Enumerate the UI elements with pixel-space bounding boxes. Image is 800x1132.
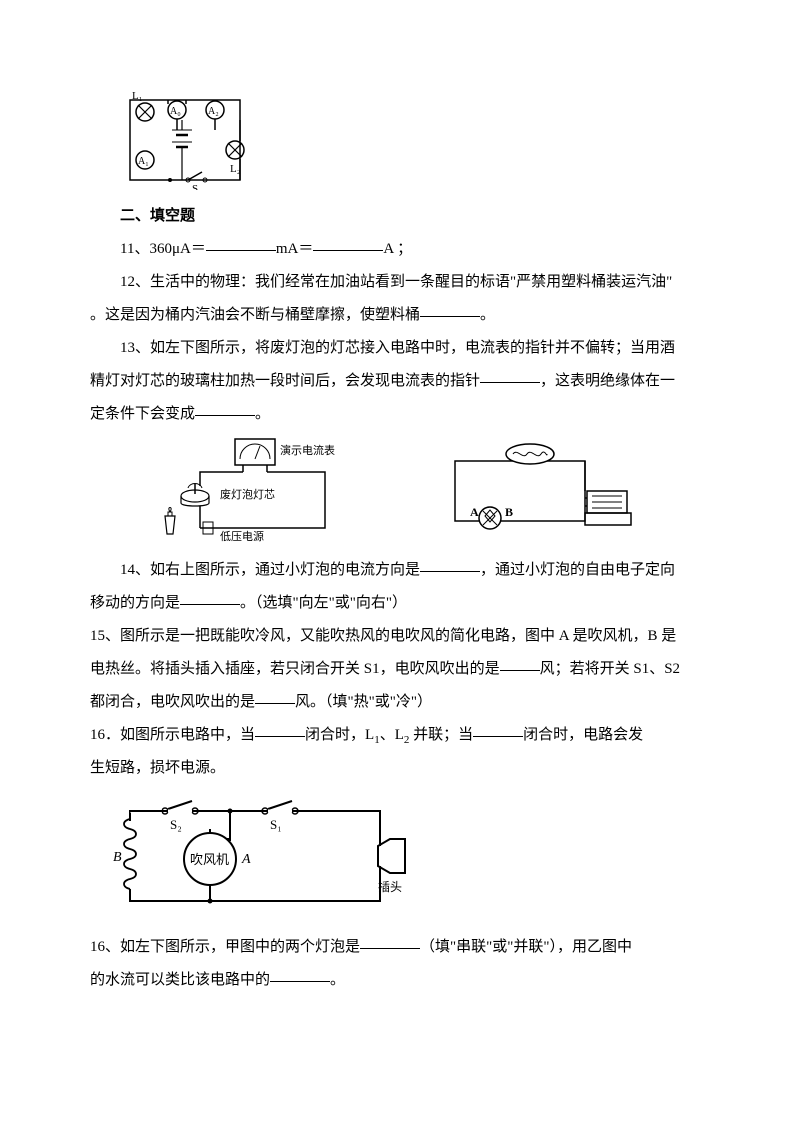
q13-blank1 bbox=[480, 368, 540, 383]
fig-plug-label: 插头 bbox=[378, 880, 402, 894]
q14-l2b: 。（选填"向左"或"向右"） bbox=[240, 595, 407, 611]
q14-blank2 bbox=[180, 590, 240, 605]
q14-l1b: ，通过小灯泡的自由电子定向 bbox=[480, 562, 675, 578]
fig-a-label: A bbox=[241, 852, 251, 867]
q15-blank1 bbox=[500, 656, 540, 671]
q13-label-filament: 废灯泡灯芯 bbox=[220, 487, 275, 501]
fig-fan-label: 吹风机 bbox=[190, 852, 229, 867]
question-16-line1: 16、如左下图所示，甲图中的两个灯泡是 （填"串联"或"并联"），用乙图中 bbox=[90, 931, 710, 964]
q12-blank1 bbox=[420, 302, 480, 317]
question-15-line3: 都闭合，电吹风吹出的是 风。（填"热"或"冷"） bbox=[90, 686, 710, 719]
q14-label-a: A bbox=[470, 505, 479, 519]
q11-blank1 bbox=[206, 236, 276, 251]
q16-l1b: （填"串联"或"并联"），用乙图中 bbox=[420, 939, 632, 955]
fig-b-label: B bbox=[113, 850, 122, 865]
q16a-blank1 bbox=[255, 722, 305, 737]
figure-row-q13-q14: 演示电流表 废灯泡灯芯 低压电源 A B bbox=[90, 436, 710, 546]
q16a-l1a: 16．如图所示电路中，当 bbox=[90, 727, 255, 743]
circuit-figure-top: L₁ A₀ A₂ A₁ L₂ S bbox=[90, 90, 710, 190]
q16-blank1 bbox=[360, 934, 420, 949]
q11-suffix: A ； bbox=[383, 241, 412, 257]
label-a2: A₂ bbox=[208, 106, 219, 117]
question-13-line2: 精灯对灯芯的玻璃柱加热一段时间后，会发现电流表的指针 ，这表明绝缘体在一 bbox=[90, 365, 710, 398]
q13-l3a: 定条件下会变成 bbox=[90, 406, 195, 422]
label-a1: A₁ bbox=[138, 156, 149, 167]
q13-l2a: 精灯对灯芯的玻璃柱加热一段时间后，会发现电流表的指针 bbox=[90, 373, 480, 389]
question-11: 11、360μA＝ mA＝ A ； bbox=[90, 233, 710, 266]
question-14-line1: 14、如右上图所示，通过小灯泡的电流方向是 ，通过小灯泡的自由电子定向 bbox=[90, 554, 710, 587]
question-13-line1: 13、如左下图所示，将废灯泡的灯芯接入电路中时，电流表的指针并不偏转；当用酒 bbox=[90, 332, 710, 365]
q16-blank2 bbox=[270, 967, 330, 982]
label-l2: L₂ bbox=[230, 163, 241, 175]
question-16-line2: 的水流可以类比该电路中的 。 bbox=[90, 964, 710, 997]
q12-l2a: 。这是因为桶内汽油会不断与桶壁摩擦，使塑料桶 bbox=[90, 307, 420, 323]
question-14-line2: 移动的方向是 。（选填"向左"或"向右"） bbox=[90, 587, 710, 620]
question-12-line1: 12、生活中的物理：我们经常在加油站看到一条醒目的标语"严禁用塑料桶装运汽油" bbox=[90, 266, 710, 299]
q14-blank1 bbox=[420, 557, 480, 572]
q16-l2b: 。 bbox=[330, 972, 345, 988]
figure-q13-left: 演示电流表 废灯泡灯芯 低压电源 bbox=[140, 436, 345, 546]
q15-l2a: 电热丝。将插头插入插座，若只闭合开关 S1，电吹风吹出的是 bbox=[90, 661, 500, 677]
label-l1: L₁ bbox=[132, 90, 143, 102]
q16a-blank2 bbox=[473, 722, 523, 737]
q16a-l1c: 、L bbox=[380, 727, 404, 743]
q11-mid: mA＝ bbox=[276, 241, 314, 257]
section-heading: 二、填空题 bbox=[90, 200, 710, 233]
q14-l2a: 移动的方向是 bbox=[90, 595, 180, 611]
figure-hairdryer-circuit: S₂ S₁ B 吹风机 A 插头 bbox=[90, 791, 710, 921]
figure-q14-right: A B bbox=[435, 436, 650, 546]
q13-label-meter: 演示电流表 bbox=[280, 443, 335, 457]
label-s: S bbox=[192, 183, 198, 190]
question-13-line3: 定条件下会变成 。 bbox=[90, 398, 710, 431]
q13-l3b: 。 bbox=[255, 406, 270, 422]
q15-blank2 bbox=[255, 689, 295, 704]
fig-s1-label: S₁ bbox=[270, 817, 282, 832]
q16-l1a: 16、如左下图所示，甲图中的两个灯泡是 bbox=[90, 939, 360, 955]
q13-l2b: ，这表明绝缘体在一 bbox=[540, 373, 675, 389]
q14-l1a: 14、如右上图所示，通过小灯泡的电流方向是 bbox=[120, 562, 420, 578]
label-a0: A₀ bbox=[170, 106, 181, 117]
fig-s2-label: S₂ bbox=[170, 817, 182, 832]
question-12-line2: 。这是因为桶内汽油会不断与桶壁摩擦，使塑料桶 。 bbox=[90, 299, 710, 332]
question-15-line2: 电热丝。将插头插入插座，若只闭合开关 S1，电吹风吹出的是 风；若将开关 S1、S… bbox=[90, 653, 710, 686]
q11-prefix: 11、360μA＝ bbox=[120, 241, 206, 257]
q15-l2b: 风；若将开关 S1、S2 bbox=[540, 661, 680, 677]
q16-l2a: 的水流可以类比该电路中的 bbox=[90, 972, 270, 988]
question-16a-line1: 16．如图所示电路中，当闭合时，L1、L2 并联；当闭合时，电路会发 bbox=[90, 719, 710, 752]
q11-blank2 bbox=[313, 236, 383, 251]
q14-label-b: B bbox=[505, 505, 513, 519]
question-15-line1: 15、图所示是一把既能吹冷风，又能吹热风的电吹风的简化电路，图中 A 是吹风机，… bbox=[90, 620, 710, 653]
q16a-l1e: 闭合时，电路会发 bbox=[523, 727, 643, 743]
q16a-l1b: 闭合时，L bbox=[305, 727, 374, 743]
q13-blank2 bbox=[195, 401, 255, 416]
q13-label-source: 低压电源 bbox=[220, 529, 264, 543]
q15-l3b: 风。（填"热"或"冷"） bbox=[295, 694, 432, 710]
q16a-l1d: 并联；当 bbox=[409, 727, 473, 743]
question-16a-line2: 生短路，损坏电源。 bbox=[90, 752, 710, 785]
q15-l3a: 都闭合，电吹风吹出的是 bbox=[90, 694, 255, 710]
q12-l2b: 。 bbox=[480, 307, 495, 323]
